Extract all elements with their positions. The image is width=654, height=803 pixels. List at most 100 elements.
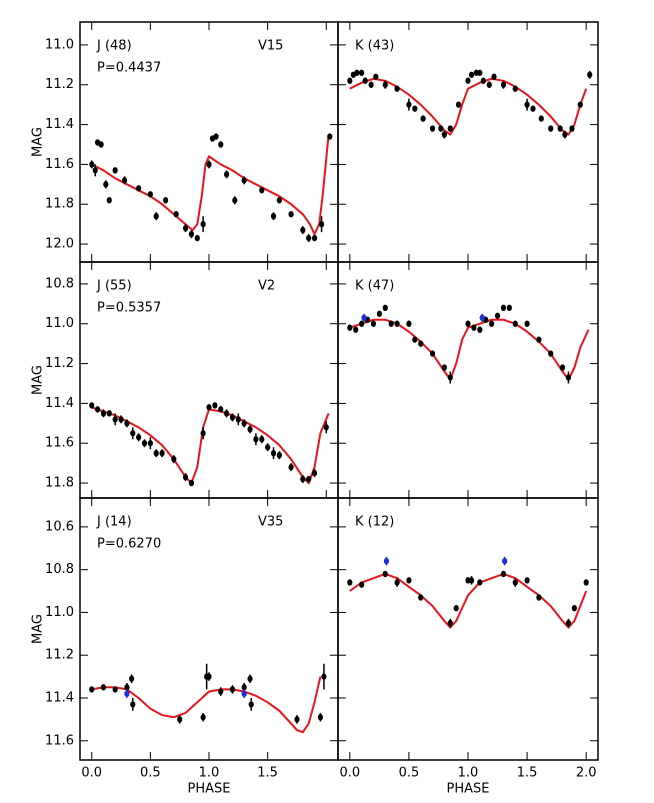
data-point <box>489 320 495 327</box>
data-point <box>394 579 400 586</box>
data-point <box>218 688 224 695</box>
data-point <box>306 234 312 242</box>
y-tick-label: 11.8 <box>45 197 74 212</box>
period: P=0.5357 <box>97 301 161 316</box>
data-point <box>388 320 394 327</box>
data-point <box>370 320 377 327</box>
data-point <box>294 716 300 723</box>
y-axis-label: MAG <box>31 365 46 395</box>
data-point <box>557 125 563 132</box>
data-point <box>359 320 365 327</box>
data-point <box>406 101 412 108</box>
x-tick-label: 2.0 <box>576 766 597 781</box>
data-point <box>94 406 101 413</box>
x-tick-label: 0.0 <box>339 766 360 781</box>
data-point <box>536 594 542 601</box>
plot-area <box>347 69 593 139</box>
data-point <box>548 125 554 132</box>
data-point <box>394 85 400 92</box>
data-point <box>247 675 253 682</box>
data-point <box>354 69 360 76</box>
data-point <box>153 449 159 457</box>
data-point <box>453 604 459 612</box>
data-point <box>368 81 374 88</box>
data-point <box>500 570 507 578</box>
data-point <box>253 436 259 443</box>
data-point <box>213 133 219 140</box>
x-tick-label: 1.0 <box>199 766 220 781</box>
data-point <box>317 714 324 721</box>
x-axis-label: PHASE <box>188 782 231 797</box>
data-point <box>491 73 497 80</box>
data-point <box>569 125 575 132</box>
data-point <box>106 410 112 417</box>
data-point <box>248 701 254 708</box>
data-point <box>420 115 426 122</box>
data-point <box>229 414 236 421</box>
data-point <box>200 430 206 437</box>
data-point <box>418 340 424 347</box>
data-point <box>112 416 118 423</box>
fit-curve <box>349 572 588 629</box>
data-point <box>229 686 236 693</box>
data-point <box>347 77 353 84</box>
data-point <box>347 579 353 586</box>
data-point <box>587 71 593 78</box>
data-point <box>418 594 424 601</box>
data-point <box>241 690 247 697</box>
data-point <box>129 675 135 682</box>
data-point <box>200 714 206 721</box>
data-point <box>288 463 294 471</box>
data-point <box>323 424 329 431</box>
data-point <box>270 449 277 457</box>
panel-label: J (14) <box>96 515 132 530</box>
data-point <box>124 420 130 427</box>
y-tick-label: 11.2 <box>45 77 74 92</box>
y-tick-label: 11.2 <box>45 648 74 663</box>
y-tick-label: 11.0 <box>45 605 74 620</box>
data-point <box>536 336 542 343</box>
panel-label: K (43) <box>355 39 394 54</box>
data-point <box>182 224 189 232</box>
y-tick-label: 10.8 <box>45 562 74 577</box>
data-point <box>559 364 566 371</box>
data-point <box>223 410 230 417</box>
data-point <box>571 604 577 612</box>
panel-frame <box>337 497 599 761</box>
data-point <box>247 426 253 433</box>
star-name: V35 <box>258 515 283 530</box>
fit-curve <box>349 318 590 382</box>
data-point <box>455 101 462 108</box>
y-axis-label: MAG <box>31 127 46 157</box>
data-point <box>89 161 95 168</box>
x-tick-label: 1.5 <box>517 766 538 781</box>
data-point <box>486 81 492 88</box>
period: P=0.6270 <box>97 537 161 552</box>
y-tick-label: 10.8 <box>45 276 74 291</box>
data-point <box>565 619 572 627</box>
data-point <box>112 686 118 693</box>
data-point <box>382 570 388 578</box>
data-point <box>524 101 530 108</box>
data-point <box>136 434 142 441</box>
panel-frame <box>337 21 599 263</box>
data-point <box>468 577 475 584</box>
data-point <box>494 312 501 319</box>
data-point <box>468 71 475 78</box>
data-point <box>118 416 124 423</box>
data-point <box>188 479 195 487</box>
panel-frame <box>337 261 599 499</box>
y-tick-label: 11.6 <box>45 733 74 748</box>
data-point <box>300 226 306 234</box>
data-point <box>182 473 189 481</box>
data-point <box>124 684 130 691</box>
data-point <box>212 402 218 409</box>
y-tick-label: 11.2 <box>45 356 74 371</box>
data-point <box>177 716 183 723</box>
data-point <box>441 364 447 371</box>
data-point <box>500 304 507 312</box>
data-point <box>241 684 247 691</box>
data-point <box>124 690 130 697</box>
data-point <box>512 579 518 586</box>
data-point <box>447 125 453 132</box>
